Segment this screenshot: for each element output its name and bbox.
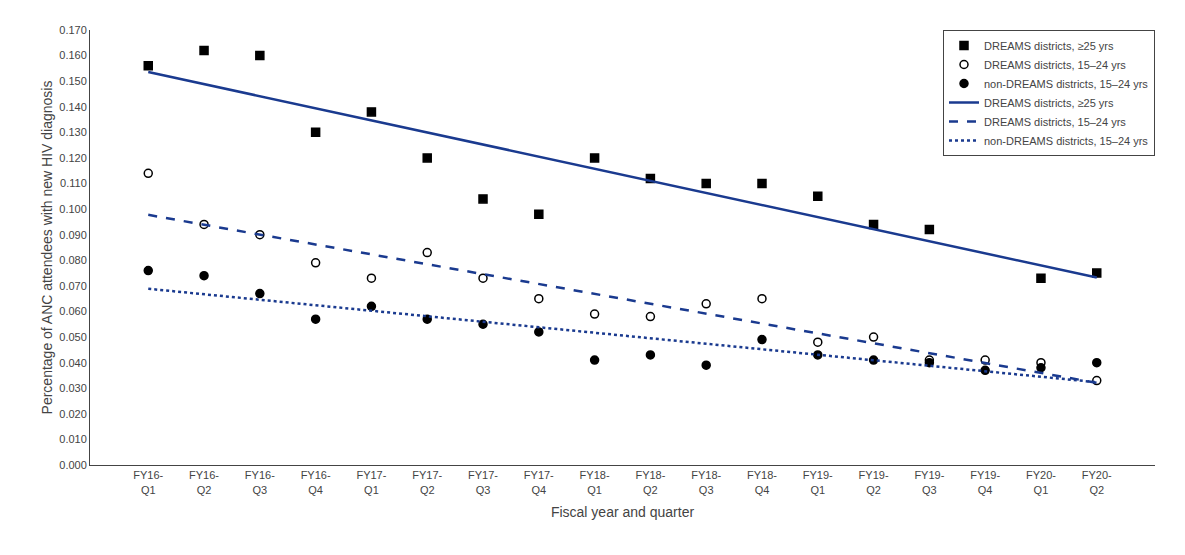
- svg-text:0.060: 0.060: [59, 305, 87, 317]
- svg-text:0.130: 0.130: [59, 126, 87, 138]
- svg-text:0.010: 0.010: [59, 433, 87, 445]
- svg-text:DREAMS districts, 15–24 yrs: DREAMS districts, 15–24 yrs: [984, 59, 1126, 71]
- svg-text:non-DREAMS districts, 15–24 yr: non-DREAMS districts, 15–24 yrs: [984, 135, 1148, 147]
- svg-text:FY19-Q4: FY19-Q4: [970, 469, 1000, 495]
- svg-text:DREAMS districts, ≥25 yrs: DREAMS districts, ≥25 yrs: [984, 97, 1114, 109]
- svg-text:FY20-Q2: FY20-Q2: [1082, 469, 1112, 495]
- svg-text:FY16-Q3: FY16-Q3: [245, 469, 275, 495]
- svg-text:0.110: 0.110: [60, 177, 87, 189]
- svg-text:0.050: 0.050: [59, 331, 87, 343]
- svg-text:0.080: 0.080: [59, 254, 87, 266]
- svg-text:FY18-Q1: FY18-Q1: [580, 469, 610, 495]
- svg-text:0.000: 0.000: [59, 459, 87, 471]
- svg-text:0.140: 0.140: [59, 101, 87, 113]
- svg-text:FY16-Q4: FY16-Q4: [301, 469, 331, 495]
- svg-text:FY20-Q1: FY20-Q1: [1026, 469, 1056, 495]
- svg-text:FY18-Q3: FY18-Q3: [691, 469, 721, 495]
- svg-text:non-DREAMS districts, 15–24 yr: non-DREAMS districts, 15–24 yrs: [984, 78, 1148, 90]
- svg-text:Fiscal year and quarter: Fiscal year and quarter: [551, 504, 695, 520]
- svg-text:0.090: 0.090: [59, 229, 87, 241]
- svg-text:0.030: 0.030: [59, 382, 87, 394]
- svg-text:Percentage of ANC attendees wi: Percentage of ANC attendees with new HIV…: [39, 81, 55, 415]
- svg-text:0.120: 0.120: [59, 152, 87, 164]
- svg-text:0.150: 0.150: [59, 75, 87, 87]
- svg-text:DREAMS districts, ≥25 yrs: DREAMS districts, ≥25 yrs: [984, 40, 1114, 52]
- svg-text:0.160: 0.160: [59, 49, 87, 61]
- svg-text:FY19-Q1: FY19-Q1: [803, 469, 833, 495]
- svg-text:FY19-Q2: FY19-Q2: [859, 469, 889, 495]
- svg-text:0.040: 0.040: [59, 357, 87, 369]
- svg-text:0.100: 0.100: [59, 203, 87, 215]
- svg-text:FY17-Q4: FY17-Q4: [524, 469, 554, 495]
- svg-text:FY18-Q4: FY18-Q4: [747, 469, 777, 495]
- svg-text:FY17-Q2: FY17-Q2: [412, 469, 442, 495]
- svg-text:DREAMS districts, 15–24 yrs: DREAMS districts, 15–24 yrs: [984, 116, 1126, 128]
- svg-text:0.070: 0.070: [59, 280, 87, 292]
- svg-text:FY18-Q2: FY18-Q2: [635, 469, 665, 495]
- svg-text:0.170: 0.170: [59, 24, 87, 36]
- svg-text:FY17-Q3: FY17-Q3: [468, 469, 498, 495]
- svg-text:FY16-Q2: FY16-Q2: [189, 469, 219, 495]
- svg-text:FY17-Q1: FY17-Q1: [356, 469, 386, 495]
- svg-text:FY16-Q1: FY16-Q1: [133, 469, 163, 495]
- svg-text:0.020: 0.020: [59, 408, 87, 420]
- svg-text:FY19-Q3: FY19-Q3: [914, 469, 944, 495]
